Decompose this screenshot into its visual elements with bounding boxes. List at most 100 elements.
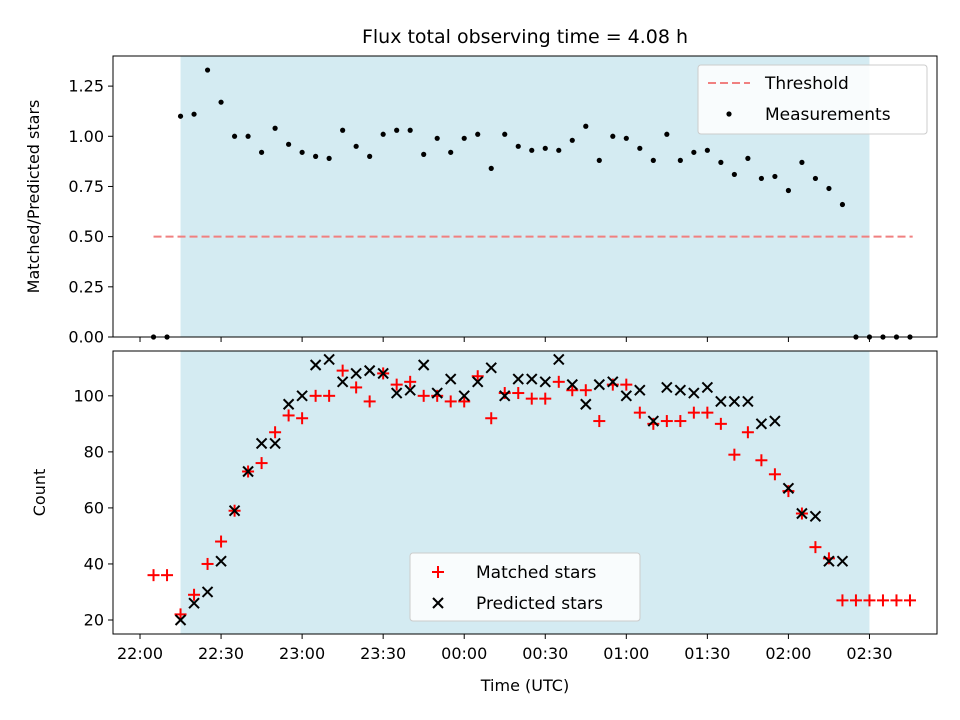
matched-star-point	[620, 378, 633, 391]
measurement-point	[704, 147, 710, 153]
predicted-star-point	[553, 353, 565, 366]
measurement-point	[785, 187, 792, 194]
matched-star-point	[849, 594, 862, 607]
measurement-point	[245, 133, 251, 139]
measurement-point	[502, 131, 508, 137]
matched-star-point	[269, 426, 282, 439]
predicted-star-point	[350, 367, 362, 380]
measurement-point	[286, 141, 292, 147]
matched-star-point	[890, 594, 903, 607]
legend-measurements-swatch	[726, 111, 732, 117]
count-legend-box	[409, 552, 641, 622]
matched-star-point	[836, 594, 849, 607]
measurement-point	[826, 185, 832, 192]
measurement-point	[461, 135, 467, 141]
measurement-point	[340, 127, 346, 133]
x-tick-label: 23:30	[360, 644, 406, 663]
measurement-point	[231, 133, 238, 139]
matched-star-point	[512, 387, 525, 400]
top-y-tick-label: 0.25	[68, 277, 104, 296]
bot-y-tick-label: 20	[84, 610, 104, 629]
matched-star-point	[147, 569, 160, 582]
matched-star-point	[876, 594, 889, 607]
measurement-point	[839, 201, 846, 208]
matched-star-point	[255, 457, 268, 470]
top-y-tick-label: 0.00	[68, 328, 104, 347]
predicted-star-point	[593, 378, 606, 391]
legend-predicted-label: Predicted stars	[476, 594, 603, 614]
predicted-star-point	[620, 390, 633, 402]
matched-star-point	[552, 375, 565, 388]
matched-star-point	[633, 406, 646, 419]
ratio-panel: 0.00 0.25 0.50 0.75 1.00 1.25 Matched/Predict…	[24, 55, 938, 347]
predicted-star-point	[728, 395, 741, 408]
count-legend: Matched stars Predicted stars	[409, 552, 641, 622]
measurement-point	[204, 67, 211, 73]
ratio-y-axis-label: Matched/Predicted stars	[24, 100, 43, 294]
matched-star-point	[741, 426, 754, 439]
matched-star-point	[701, 406, 714, 419]
x-tick-label: 00:00	[441, 644, 487, 663]
matched-star-point	[363, 395, 376, 408]
x-axis-label: Time (UTC)	[480, 676, 569, 695]
predicted-star-point	[228, 505, 241, 517]
predicted-star-point	[823, 555, 835, 567]
ratio-legend-box	[697, 64, 928, 135]
matched-star-point	[161, 569, 174, 582]
predicted-star-point	[661, 381, 673, 394]
predicted-star-point	[309, 359, 322, 371]
matched-star-point	[809, 541, 822, 554]
measurement-point	[799, 159, 805, 165]
matched-star-point	[768, 468, 781, 481]
matched-star-point	[579, 384, 592, 397]
top-y-tick-label: 1.00	[68, 127, 104, 146]
measurement-point	[218, 99, 224, 105]
top-y-tick-label: 1.25	[68, 77, 104, 96]
matched-star-point	[282, 409, 295, 422]
x-tick-label: 01:00	[603, 644, 649, 663]
matched-star-point	[444, 395, 457, 408]
predicted-star-point	[566, 378, 578, 391]
top-y-tick-label: 0.75	[68, 177, 104, 196]
predicted-star-point	[742, 395, 754, 408]
predicted-star-point	[255, 437, 268, 450]
legend-predicted-swatch	[432, 597, 444, 609]
predicted-star-point	[755, 418, 768, 430]
count-y-axis-label: Count	[30, 469, 49, 517]
count-plot-area	[147, 353, 916, 626]
measurement-point	[529, 147, 535, 153]
count-x-axis: 22:00 22:30 23:00 23:30 00:00 00:30 01:00 01:30…	[117, 634, 893, 663]
measurement-point	[650, 157, 656, 163]
matched-star-point	[174, 608, 187, 621]
predicted-star-point	[688, 387, 700, 399]
predicted-star-point	[715, 395, 727, 408]
measurement-point	[367, 153, 373, 159]
measurement-point	[326, 155, 332, 161]
predicted-star-point	[607, 376, 619, 388]
count-y-axis: 20 40 60 80 100	[73, 386, 113, 629]
matched-star-point	[660, 415, 673, 428]
predicted-star-point	[282, 398, 295, 410]
matched-star-point	[593, 415, 606, 428]
ratio-plot-area	[150, 67, 913, 340]
matched-star-point	[458, 395, 471, 408]
matched-star-point	[525, 392, 538, 405]
x-tick-label: 01:30	[684, 644, 730, 663]
measurement-point	[542, 145, 548, 151]
measurement-point	[758, 175, 764, 182]
predicted-star-point	[647, 415, 660, 427]
ratio-x-axis	[139, 337, 870, 342]
matched-star-point	[539, 392, 552, 405]
matched-star-point	[903, 594, 916, 607]
x-tick-label: 22:00	[117, 644, 163, 663]
measurement-point	[637, 145, 643, 151]
predicted-star-point	[323, 353, 335, 366]
predicted-star-point	[809, 510, 822, 523]
predicted-star-point	[499, 390, 511, 402]
x-tick-label: 02:00	[765, 644, 811, 663]
matched-star-point	[417, 389, 430, 402]
ratio-legend: Threshold Measurements	[697, 64, 928, 135]
predicted-star-point	[215, 555, 227, 567]
count-panel: 20 40 60 80 100 22:00 22:30 23:00 23:30 00:00 00:…	[30, 350, 938, 695]
count-panel-frame	[112, 350, 938, 635]
